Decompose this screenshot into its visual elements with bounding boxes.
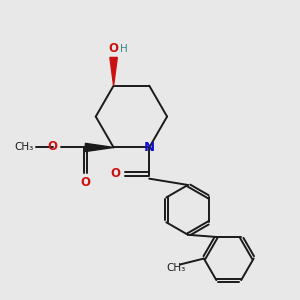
Polygon shape	[85, 143, 114, 152]
Text: O: O	[48, 140, 58, 153]
Text: O: O	[111, 167, 121, 180]
Polygon shape	[110, 57, 117, 86]
Text: CH₃: CH₃	[15, 142, 34, 152]
Text: H: H	[120, 44, 128, 53]
Text: CH₃: CH₃	[167, 263, 186, 273]
Text: O: O	[109, 42, 118, 55]
Text: O: O	[80, 176, 90, 189]
Text: N: N	[144, 141, 155, 154]
